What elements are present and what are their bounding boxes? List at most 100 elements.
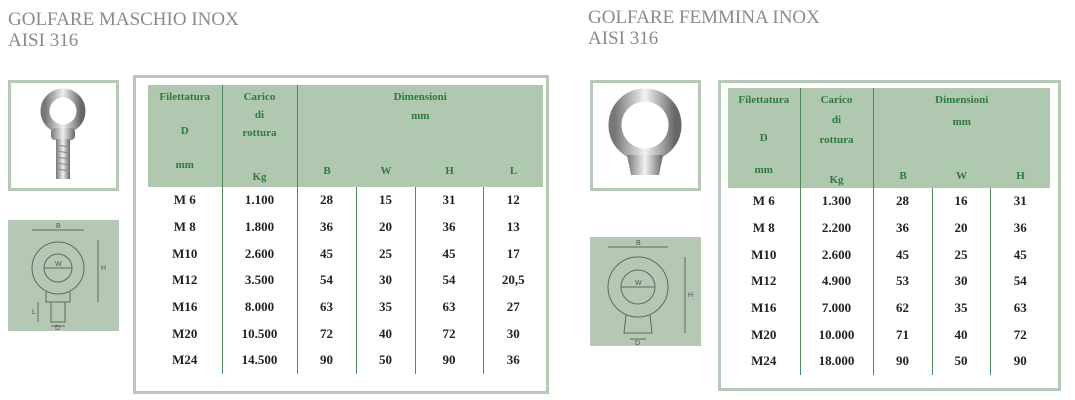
header-label: Dimensioni — [935, 94, 989, 106]
header-carico: Carico di rottura Kg — [221, 85, 297, 187]
table-cell: 10.000 — [799, 321, 873, 349]
header-label: W — [956, 170, 967, 182]
table-cell: 2.600 — [799, 241, 873, 269]
table-cell: 31 — [989, 188, 1051, 215]
table-cell: 90 — [414, 347, 483, 374]
table-cell: 20,5 — [482, 267, 543, 294]
header-label: rottura — [242, 127, 277, 139]
table-cell: M10 — [751, 246, 777, 262]
table-cell: 53 — [872, 268, 932, 295]
header-label: Kg — [829, 174, 844, 186]
header-label: mm — [411, 110, 430, 122]
table-row: M 8 1.800 36 20 36 13 — [148, 213, 543, 241]
svg-text:H: H — [101, 265, 106, 272]
table-row: M24 14.500 90 50 90 36 — [148, 347, 543, 374]
table-cell: 30 — [931, 268, 990, 295]
eye-bolt-photo-icon — [8, 80, 119, 191]
table-cell: 36 — [482, 347, 543, 374]
table-cell: 72 — [989, 321, 1051, 349]
header-label: L — [509, 165, 518, 177]
svg-text:W: W — [635, 280, 642, 287]
table-cell: 72 — [414, 320, 483, 348]
table-cell: M20 — [751, 326, 777, 342]
table-cell: 36 — [414, 213, 483, 241]
table-cell: 10.500 — [221, 320, 297, 348]
svg-text:B: B — [636, 240, 641, 247]
table-cell: M16 — [751, 300, 777, 316]
table-cell: M24 — [172, 352, 198, 368]
table-cell: 50 — [355, 347, 415, 374]
table-cell: 2.200 — [799, 214, 873, 242]
male-title: GOLFARE MASCHIO INOX AISI 316 — [8, 9, 239, 51]
table-cell: 1.300 — [799, 188, 873, 215]
header-label: D — [180, 125, 189, 137]
header-label: H — [1016, 170, 1025, 182]
table-cell: 45 — [872, 241, 932, 269]
table-cell: M24 — [751, 353, 777, 369]
table-cell: M10 — [172, 245, 198, 261]
table-cell: M12 — [751, 273, 777, 289]
table-cell: 40 — [931, 321, 990, 349]
table-row: M16 7.000 62 35 63 — [728, 294, 1051, 322]
table-cell: 30 — [355, 267, 415, 294]
table-cell: 71 — [872, 321, 932, 349]
table-cell: 62 — [872, 294, 932, 322]
table-cell: 90 — [296, 347, 356, 374]
table-cell: 12 — [482, 187, 543, 214]
table-row: M10 2.600 45 25 45 17 — [148, 240, 543, 268]
male-title-line2: AISI 316 — [8, 30, 79, 51]
header-label: mm — [952, 116, 971, 128]
table-row: M10 2.600 45 25 45 — [728, 241, 1051, 269]
table-cell: 25 — [355, 240, 415, 268]
header-label: Dimensioni — [393, 91, 447, 103]
header-dimensioni: Dimensioni mm B W H L — [296, 85, 543, 187]
eye-nut-photo-icon — [590, 80, 701, 191]
table-cell: 4.900 — [799, 268, 873, 295]
table-cell: 18.000 — [799, 348, 873, 375]
svg-text:L: L — [32, 309, 36, 316]
table-cell: 63 — [296, 293, 356, 321]
table-cell: M20 — [172, 325, 198, 341]
table-cell: 36 — [989, 214, 1051, 242]
table-cell: 40 — [355, 320, 415, 348]
male-title-line1: GOLFARE MASCHIO INOX — [8, 9, 239, 30]
table-row: M20 10.000 71 40 72 — [728, 321, 1051, 349]
table-cell: 63 — [414, 293, 483, 321]
table-cell: M 8 — [173, 219, 196, 235]
table-cell: M16 — [172, 299, 198, 315]
table-cell: 35 — [931, 294, 990, 322]
table-cell: 16 — [931, 188, 990, 215]
table-cell: 17 — [482, 240, 543, 268]
table-row: M 6 1.300 28 16 31 — [728, 188, 1051, 215]
svg-text:B: B — [56, 223, 61, 230]
female-title: GOLFARE FEMMINA INOX AISI 316 — [588, 7, 820, 49]
header-label: D — [759, 132, 768, 144]
table-cell: 54 — [989, 268, 1051, 295]
table-cell: 50 — [931, 348, 990, 375]
table-cell: 25 — [931, 241, 990, 269]
header-label: di — [831, 114, 842, 126]
table-cell: M 6 — [173, 192, 196, 208]
header-label: B — [899, 170, 907, 182]
table-cell: 35 — [355, 293, 415, 321]
eye-bolt-diagram-icon: B W H L D — [8, 220, 119, 332]
header-carico: Carico di rottura Kg — [799, 88, 873, 188]
female-title-line2: AISI 316 — [588, 28, 659, 49]
table-cell: 1.800 — [221, 213, 297, 241]
table-row: M16 8.000 63 35 63 27 — [148, 293, 543, 321]
table-cell: 31 — [414, 187, 483, 214]
table-cell: 13 — [482, 213, 543, 241]
table-cell: 36 — [296, 213, 356, 241]
table-cell: 54 — [414, 267, 483, 294]
table-cell: 20 — [931, 214, 990, 242]
header-label: mm — [175, 159, 194, 171]
table-cell: 45 — [414, 240, 483, 268]
header-label: rottura — [819, 134, 854, 146]
header-dimensioni: Dimensioni mm B W H — [872, 88, 1051, 188]
table-cell: 3.500 — [221, 267, 297, 294]
table-cell: M 8 — [752, 220, 775, 236]
table-cell: M 6 — [752, 193, 775, 209]
table-cell: 1.100 — [221, 187, 297, 214]
